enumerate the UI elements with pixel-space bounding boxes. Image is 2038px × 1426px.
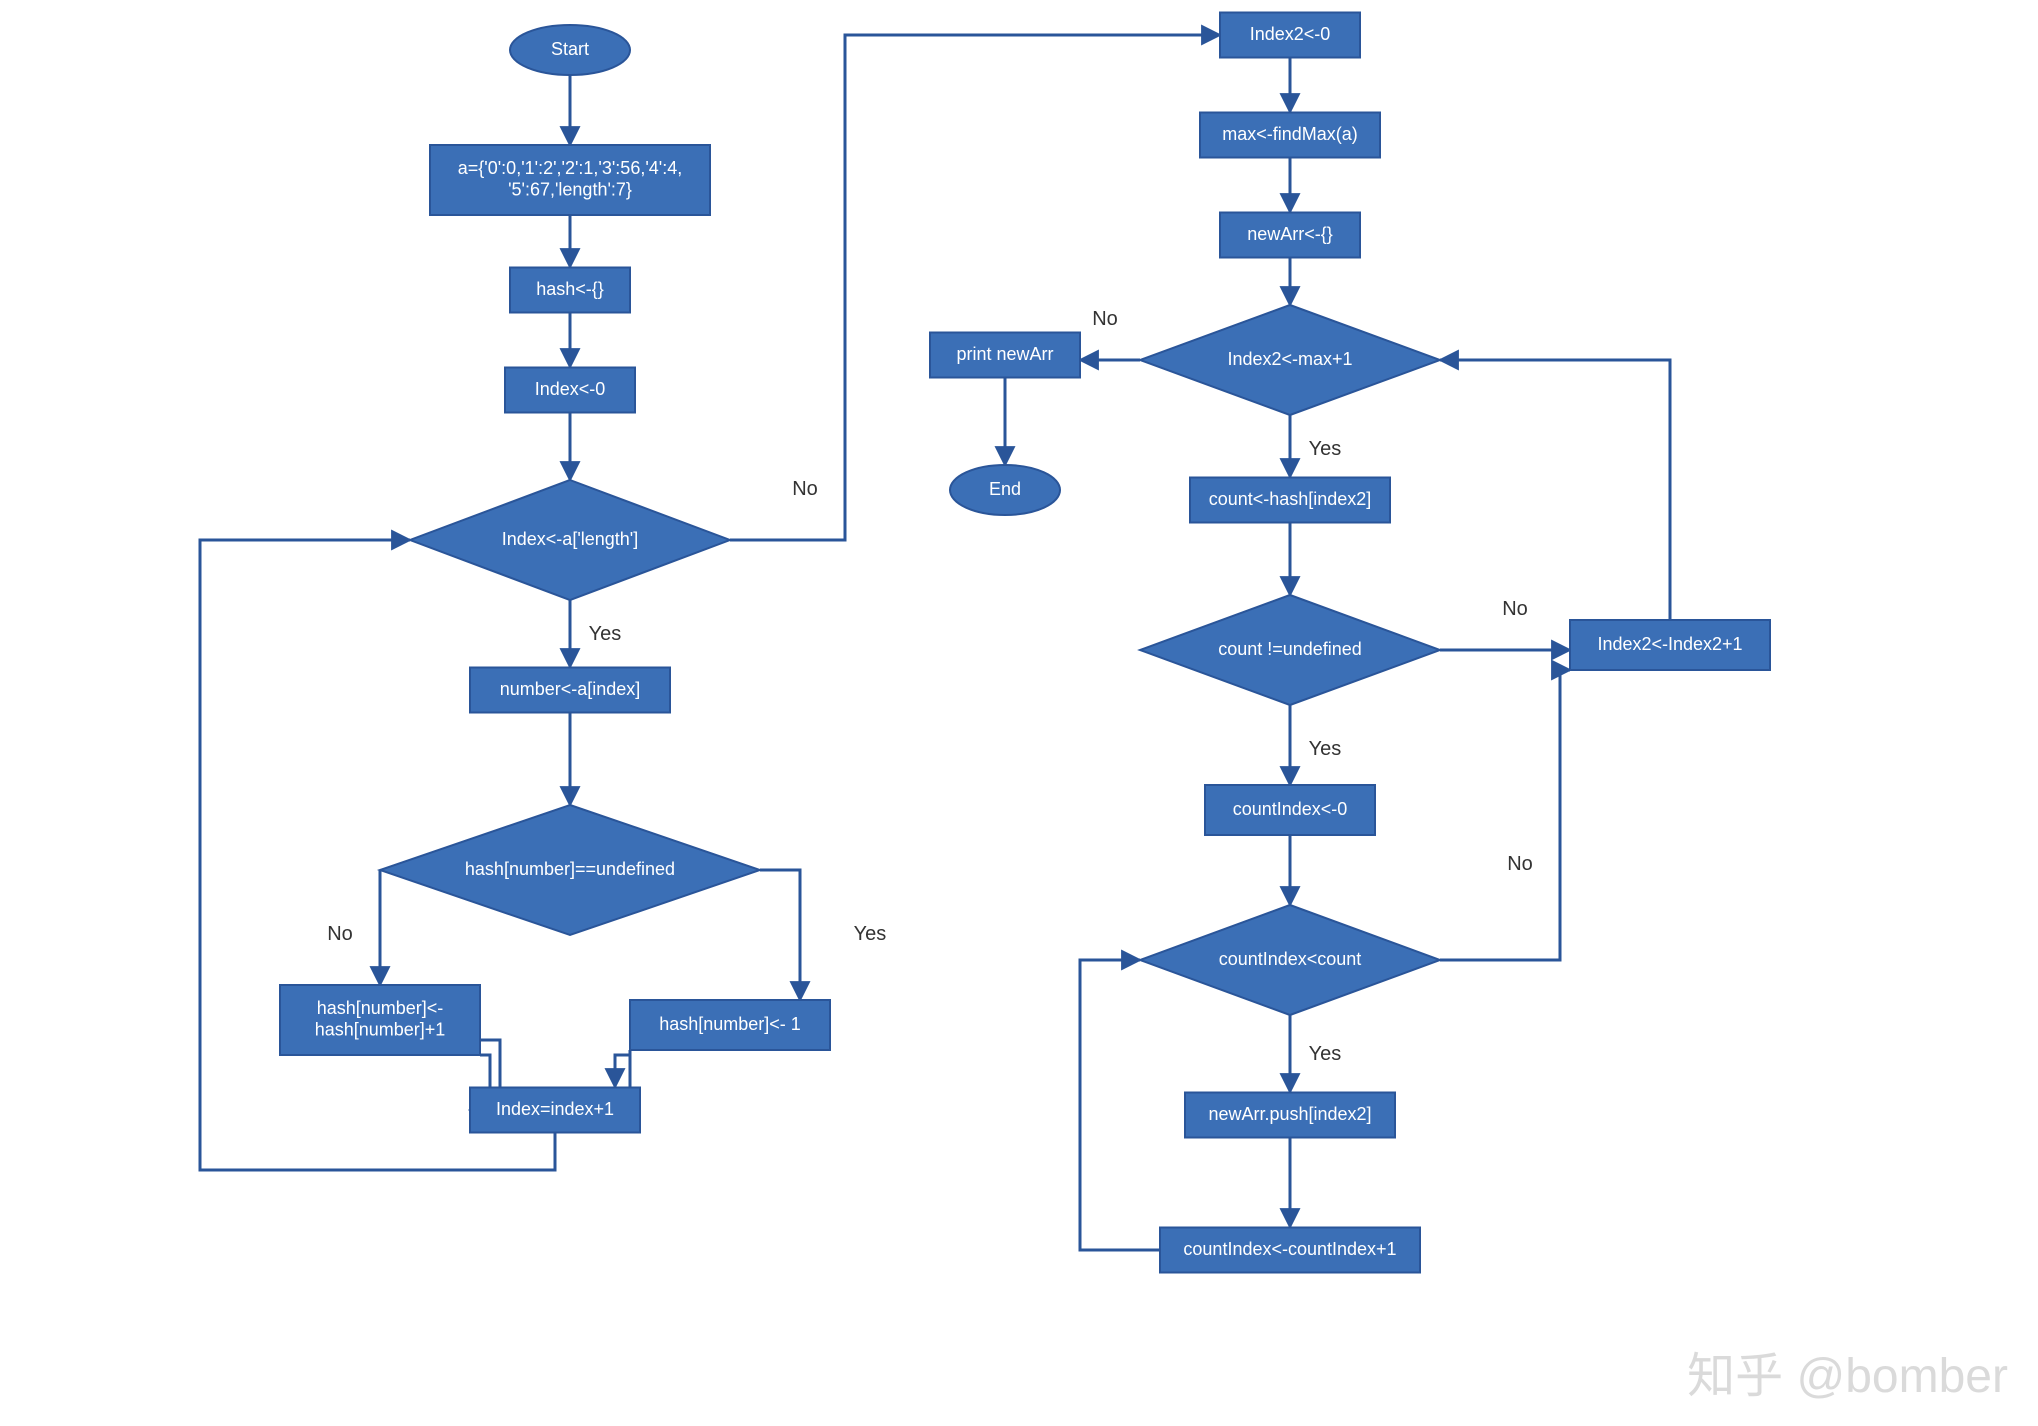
node-label: Index<-0 [535,379,606,399]
flowchart-canvas: Yes No No Yes No Yes No Yes No Yes Start a={'0':0,'… [0,0,2038,1426]
node-label: Index2<-max+1 [1227,349,1352,369]
flow-edge [1080,960,1160,1250]
node-label: Index<-a['length'] [502,529,638,549]
edge-label: Yes [1309,738,1342,760]
node-label: number<-a[index] [500,679,641,699]
node-label: Index2<-0 [1250,24,1331,44]
edge-label: No [1092,308,1118,330]
node-label: hash[number]<- [317,998,444,1018]
edge-label: No [1507,853,1533,875]
node-label: newArr.push[index2] [1208,1104,1371,1124]
node-label: countIndex<count [1219,949,1362,969]
node-label: count !=undefined [1218,639,1362,659]
node-label: print newArr [956,344,1053,364]
node-label: Index2<-Index2+1 [1597,634,1742,654]
flow-edge [1440,670,1570,960]
node-label: hash<-{} [536,279,604,299]
edge-label: Yes [589,623,622,645]
node-label: Index=index+1 [496,1099,614,1119]
node-label: countIndex<-0 [1233,799,1348,819]
node-label: hash[number]<- 1 [659,1014,801,1034]
edge-label: No [1502,598,1528,620]
node-label: newArr<-{} [1247,224,1333,244]
flow-edge [1440,360,1670,620]
edge-label: Yes [1309,438,1342,460]
node-label: '5':67,'length':7} [508,180,632,200]
edge-label: Yes [1309,1043,1342,1065]
flow-edge [615,1055,630,1087]
edge-label: No [327,923,353,945]
edge-label: Yes [854,923,887,945]
node-label: hash[number]==undefined [465,859,675,879]
node-label: Start [551,39,589,59]
node-label: a={'0':0,'1':2','2':1,'3':56,'4':4, [458,158,682,178]
node-label: max<-findMax(a) [1222,124,1358,144]
node-label: End [989,479,1021,499]
node-label: countIndex<-countIndex+1 [1183,1239,1396,1259]
flow-edge [760,870,800,1000]
flow-edge [730,35,1220,540]
node-label: count<-hash[index2] [1209,489,1372,509]
node-label: hash[number]+1 [315,1020,446,1040]
edge-label: No [792,478,818,500]
